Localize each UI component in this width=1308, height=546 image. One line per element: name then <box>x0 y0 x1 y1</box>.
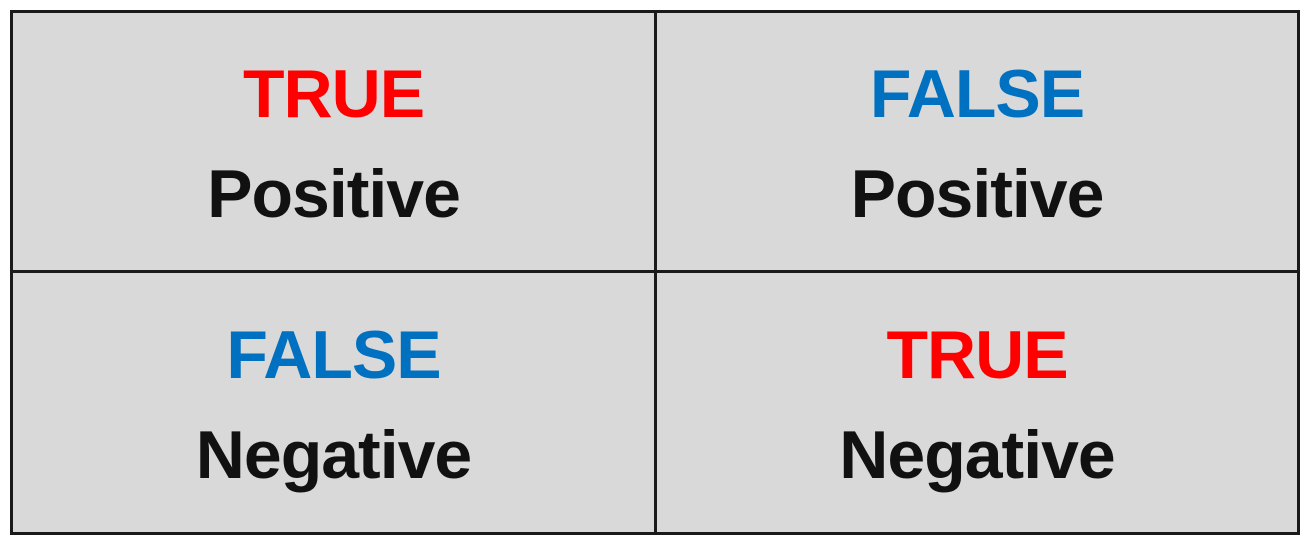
cell-true-negative: TRUE Negative <box>657 273 1297 532</box>
cell-verdict: TRUE <box>242 55 425 132</box>
cell-false-positive: FALSE Positive <box>657 13 1297 273</box>
cell-verdict: TRUE <box>886 316 1068 393</box>
cell-verdict: FALSE <box>869 55 1085 132</box>
cell-true-positive: TRUE Positive <box>13 13 657 273</box>
cell-outcome: Positive <box>850 155 1105 232</box>
cell-outcome: Positive <box>207 155 461 232</box>
cell-verdict: FALSE <box>226 316 441 393</box>
confusion-matrix: TRUE Positive FALSE Positive FALSE Negat… <box>10 10 1300 535</box>
cell-false-negative: FALSE Negative <box>13 273 657 532</box>
cell-outcome: Negative <box>195 416 472 493</box>
cell-outcome: Negative <box>839 416 1115 493</box>
